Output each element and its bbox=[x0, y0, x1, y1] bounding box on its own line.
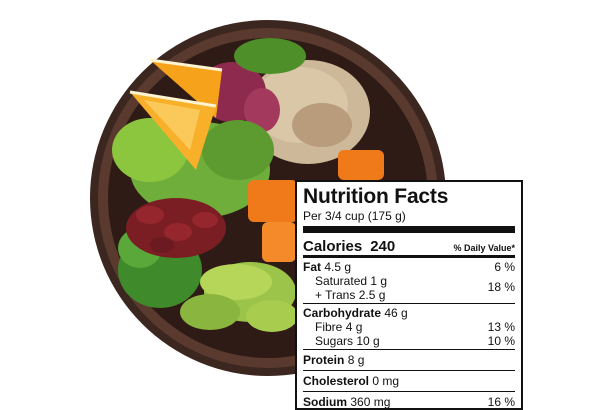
carbohydrate-value: 46 g bbox=[384, 306, 408, 320]
carrots bbox=[248, 150, 384, 262]
saturated-value: 1 g bbox=[370, 274, 388, 288]
sodium-row: Sodium 360 mg 16 % bbox=[303, 392, 515, 409]
divider bbox=[303, 303, 515, 304]
quinoa bbox=[246, 60, 370, 164]
protein-value: 8 g bbox=[347, 353, 365, 367]
divider bbox=[303, 349, 515, 350]
avocado-slices bbox=[180, 262, 298, 332]
calories-row: Calories 240 % Daily Value* bbox=[303, 233, 515, 255]
divider-mid bbox=[303, 255, 515, 258]
carbohydrate-group: Carbohydrate 46 g Fibre 4 g Sugars 10 g … bbox=[303, 304, 515, 349]
sugars-label: Sugars bbox=[315, 334, 354, 348]
calories-value: 240 bbox=[370, 238, 396, 255]
nutrition-facts-label: Nutrition Facts Per 3/4 cup (175 g) Calo… bbox=[295, 180, 523, 410]
daily-value-header: % Daily Value* bbox=[453, 243, 515, 253]
nutrition-title: Nutrition Facts bbox=[303, 185, 449, 208]
fat-dv: 6 % bbox=[494, 260, 515, 274]
sodium-value: 360 mg bbox=[350, 395, 391, 409]
fibre-dv: 13 % bbox=[487, 320, 515, 334]
divider bbox=[303, 370, 515, 371]
sugars-dv: 10 % bbox=[487, 334, 515, 348]
cholesterol-label: Cholesterol bbox=[303, 374, 370, 388]
cholesterol-value: 0 mg bbox=[372, 374, 400, 388]
fat-label: Fat bbox=[303, 260, 321, 274]
trans-value: 2.5 g bbox=[358, 288, 386, 302]
fibre-value: 4 g bbox=[345, 320, 363, 334]
serving-size-value: 3/4 cup (175 g) bbox=[325, 209, 406, 223]
serving-label: Per bbox=[303, 209, 322, 223]
fat-value: 4.5 g bbox=[324, 260, 352, 274]
fibre-label: Fibre bbox=[315, 320, 343, 334]
divider-thick bbox=[303, 226, 515, 233]
cholesterol-row: Cholesterol 0 mg bbox=[303, 371, 515, 391]
sugars-value: 10 g bbox=[356, 334, 380, 348]
carbohydrate-label: Carbohydrate bbox=[303, 306, 382, 320]
trans-label: + Trans bbox=[315, 288, 356, 302]
fat-group: Fat 4.5 g Saturated 1 g + Trans 2.5 g 6 … bbox=[303, 258, 515, 303]
sodium-label: Sodium bbox=[303, 395, 347, 409]
divider bbox=[303, 391, 515, 392]
protein-label: Protein bbox=[303, 353, 345, 367]
salad-bowl-photo bbox=[90, 20, 446, 376]
sat-trans-dv: 18 % bbox=[487, 280, 515, 294]
protein-row: Protein 8 g bbox=[303, 350, 515, 370]
sodium-dv: 16 % bbox=[487, 395, 515, 409]
serving-size-row: Per 3/4 cup (175 g) bbox=[303, 208, 515, 224]
saturated-label: Saturated bbox=[315, 274, 368, 288]
orange-slices bbox=[129, 58, 223, 170]
calories-label: Calories bbox=[303, 238, 363, 255]
kidney-beans bbox=[126, 198, 226, 258]
